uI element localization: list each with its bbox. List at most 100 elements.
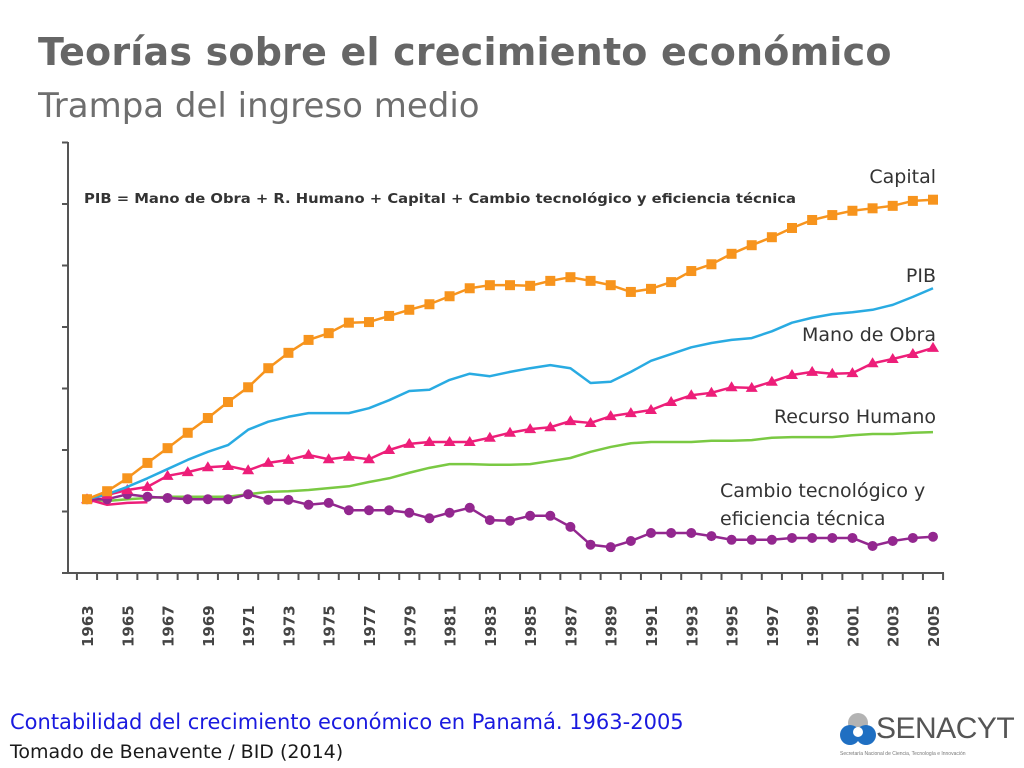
data-point-circle: [545, 510, 556, 521]
data-point-circle: [343, 505, 354, 516]
data-point-square: [807, 214, 818, 225]
data-point-triangle: [765, 375, 778, 386]
chart-annotation: PIB = Mano de Obra + R. Humano + Capital…: [84, 191, 796, 207]
data-point-triangle: [685, 389, 698, 400]
data-point-square: [646, 283, 656, 294]
data-point-circle: [646, 528, 656, 539]
data-point-circle: [907, 532, 918, 543]
data-point-triangle: [443, 436, 456, 447]
data-point-circle: [444, 507, 455, 518]
logo-wordmark: SENACYT: [876, 712, 1015, 745]
data-point-triangle: [363, 453, 375, 464]
data-point-square: [585, 275, 596, 286]
figure-source: Tomado de Benavente / BID (2014): [10, 741, 344, 763]
data-point-triangle: [544, 421, 557, 432]
data-point-square: [625, 286, 636, 297]
data-point-square: [827, 210, 838, 221]
x-tick-label: 1965: [119, 605, 137, 647]
data-point-triangle: [141, 480, 154, 491]
data-point-triangle: [222, 459, 234, 470]
data-point-triangle: [705, 386, 718, 397]
data-point-triangle: [725, 381, 738, 392]
data-point-square: [202, 413, 213, 424]
series-label: eficiencia técnica: [720, 508, 886, 530]
data-point-circle: [807, 532, 818, 543]
x-tick-label: 1981: [442, 605, 460, 647]
data-point-triangle: [201, 461, 214, 472]
growth-accounting-chart: 1963 1965 1967 1969 1971 1973 1975 1977 1979 1981…: [62, 141, 945, 647]
data-point-square: [505, 280, 515, 291]
data-point-triangle: [604, 410, 617, 421]
data-point-circle: [484, 515, 495, 526]
senacyt-logo-icon: [840, 713, 876, 745]
data-point-square: [746, 240, 757, 251]
data-point-circle: [464, 502, 475, 513]
series-label: Capital: [869, 166, 936, 188]
logo-tagline: Secretaría Nacional de Ciencia, Tecnolog…: [840, 751, 966, 757]
data-point-square: [766, 232, 777, 243]
data-point-triangle: [121, 483, 134, 494]
data-point-triangle: [826, 367, 839, 378]
x-tick-label: 1989: [603, 605, 621, 647]
x-tick-label: 1995: [724, 605, 742, 647]
series-pink-stub: [86, 497, 148, 506]
data-point-square: [102, 486, 113, 497]
slide-title: Teorías sobre el crecimiento económico: [38, 30, 892, 74]
data-point-square: [726, 248, 737, 259]
data-point-square: [223, 397, 233, 408]
data-point-circle: [303, 499, 314, 510]
data-point-square: [303, 334, 314, 345]
data-point-circle: [283, 494, 294, 505]
series-label: Cambio tecnológico y: [720, 480, 925, 502]
x-tick-label: 1999: [804, 605, 822, 647]
data-point-square: [464, 283, 475, 294]
series-cambio-tecnol-gico-y-eficiencia-t-cnica: [82, 489, 938, 553]
data-point-circle: [142, 491, 153, 502]
series-pib: [86, 287, 934, 501]
x-tick-label: 1993: [683, 605, 701, 647]
series-line: [86, 287, 934, 501]
x-tick-label: 1971: [240, 605, 258, 647]
data-point-circle: [686, 528, 697, 539]
data-point-triangle: [645, 404, 657, 415]
slide-subtitle: Trampa del ingreso medio: [38, 86, 480, 126]
data-point-circle: [605, 542, 616, 553]
chart-series: [81, 194, 939, 553]
series-label: Mano de Obra: [802, 324, 936, 346]
data-point-circle: [162, 492, 173, 503]
data-point-square: [283, 347, 294, 358]
data-point-triangle: [302, 448, 315, 459]
data-point-circle: [726, 534, 737, 545]
series-label: Recurso Humano: [774, 406, 936, 428]
data-point-square: [605, 280, 616, 291]
data-point-circle: [867, 540, 878, 551]
data-point-circle: [243, 489, 254, 500]
x-tick-label: 1979: [401, 605, 419, 647]
data-point-triangle: [906, 348, 919, 359]
x-tick-label: 1967: [160, 605, 178, 647]
x-tick-label: 2005: [925, 605, 943, 647]
data-point-triangle: [504, 426, 516, 437]
chart-axes: [62, 141, 945, 580]
data-point-square: [263, 363, 274, 374]
data-point-circle: [323, 497, 334, 508]
x-tick-label: 1983: [482, 605, 500, 647]
data-point-triangle: [886, 352, 899, 363]
data-point-triangle: [483, 431, 496, 442]
x-tick-label: 2003: [885, 605, 903, 647]
data-point-circle: [202, 494, 213, 505]
data-point-triangle: [786, 368, 798, 379]
data-point-circle: [827, 532, 838, 543]
data-point-triangle: [161, 469, 174, 480]
data-point-square: [122, 473, 133, 484]
data-point-square: [686, 266, 697, 277]
x-tick-label: 1973: [280, 605, 298, 647]
x-tick-label: 1991: [643, 605, 661, 647]
x-tick-labels: 1963 1965 1967 1969 1971 1973 1975 1977 1979 1981…: [79, 605, 943, 647]
data-point-square: [243, 382, 254, 393]
data-point-circle: [887, 536, 898, 547]
data-point-circle: [384, 505, 395, 516]
data-point-triangle: [665, 396, 678, 407]
data-point-circle: [766, 534, 777, 545]
data-point-circle: [625, 536, 636, 547]
